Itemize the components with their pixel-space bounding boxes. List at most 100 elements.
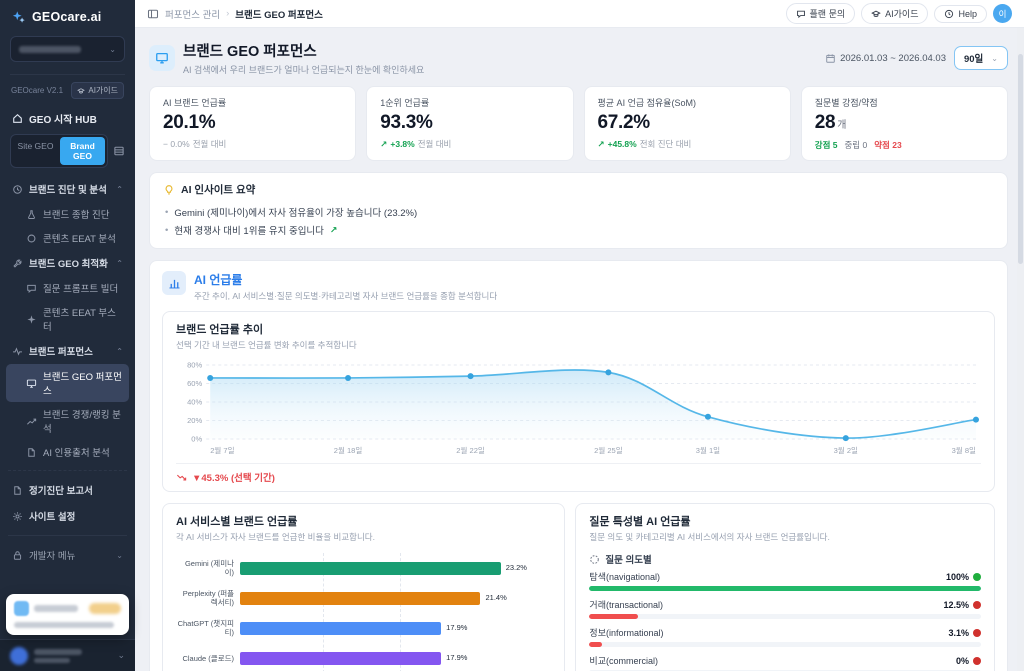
svg-text:0%: 0% <box>191 435 202 444</box>
document-icon <box>12 485 23 496</box>
service-bar-track: 17.9% <box>240 652 543 665</box>
sidebar-nav: 브랜드 진단 및 분석 ⌃ 브랜드 종합 진단 콘텐츠 EEAT 분석 브랜드 … <box>0 176 135 568</box>
breadcrumb: 퍼포먼스 관리 › 브랜드 GEO 퍼포먼스 <box>147 7 323 21</box>
sidebar-item-content-eeat-analysis[interactable]: 콘텐츠 EEAT 분석 <box>6 226 129 250</box>
svg-text:20%: 20% <box>187 416 202 425</box>
kpi-value: 28개 <box>815 112 994 134</box>
svg-text:3월 2일: 3월 2일 <box>834 445 858 455</box>
ring-icon <box>26 233 37 244</box>
svg-text:2월 7일: 2월 7일 <box>210 445 234 455</box>
kpi-value: 67.2% <box>598 112 777 134</box>
intent-row: 거래(transactional)12.5% <box>589 598 981 619</box>
svg-text:3월 1일: 3월 1일 <box>696 445 720 455</box>
trend-chart-subtitle: 선택 기간 내 브랜드 언급률 변화 추이를 추적합니다 <box>176 339 981 351</box>
svg-text:3월 8일: 3월 8일 <box>952 445 976 455</box>
nav-group-brand-geo-optimization[interactable]: 브랜드 GEO 최적화 ⌃ <box>6 250 129 276</box>
kpi-card-strength-weakness: 질문별 강점/약점 28개 강점 5 중립 0 약점 23 <box>801 86 1008 161</box>
intent-label: 탐색(navigational) <box>589 570 660 583</box>
intent-bar[interactable] <box>589 586 981 591</box>
trend-up-icon: ↗ <box>598 139 605 150</box>
breadcrumb-separator: › <box>226 8 229 19</box>
svg-text:40%: 40% <box>187 398 202 407</box>
topbar: 퍼포먼스 관리 › 브랜드 GEO 퍼포먼스 플랜 문의 AI가이드 Help … <box>135 0 1024 28</box>
sidebar-user-footer[interactable]: ⌄ <box>0 639 135 671</box>
service-bar-row: Claude (클로드)17.9% <box>176 643 551 671</box>
sidebar-ai-guide-button[interactable]: AI가이드 <box>71 82 124 99</box>
kpi-value: 93.3% <box>380 112 559 134</box>
service-bar[interactable] <box>240 592 480 605</box>
service-bar[interactable] <box>240 652 441 665</box>
service-panel-title: AI 서비스별 브랜드 언급률 <box>176 513 551 529</box>
service-bar[interactable] <box>240 622 441 635</box>
intent-label: 거래(transactional) <box>589 598 663 611</box>
svg-text:80%: 80% <box>187 361 202 370</box>
sidebar-item-question-prompt-builder[interactable]: 질문 프롬프트 빌더 <box>6 276 129 300</box>
page-subtitle: AI 검색에서 우리 브랜드가 얼마나 언급되는지 한눈에 확인하세요 <box>183 63 424 76</box>
status-dot <box>973 601 981 609</box>
chevron-icon: ⌄ <box>117 650 125 661</box>
breadcrumb-section[interactable]: 퍼포먼스 관리 <box>165 7 220 21</box>
kpi-delta: − 0.0% 전월 대비 <box>163 138 342 150</box>
bullet-icon: • <box>165 207 168 218</box>
panel-toggle-icon[interactable] <box>147 8 159 20</box>
plan-inquiry-button[interactable]: 플랜 문의 <box>786 3 856 24</box>
svg-text:2월 25일: 2월 25일 <box>594 445 623 455</box>
vertical-scrollbar[interactable] <box>1017 28 1024 671</box>
scrollbar-thumb[interactable] <box>1018 54 1023 264</box>
nav-group-brand-diagnosis[interactable]: 브랜드 진단 및 분석 ⌃ <box>6 176 129 202</box>
intent-bar[interactable] <box>589 614 638 619</box>
sidebar-item-content-eeat-booster[interactable]: 콘텐츠 EEAT 부스터 <box>6 300 129 338</box>
ai-guide-button[interactable]: AI가이드 <box>861 3 928 24</box>
kpi-value: 20.1% <box>163 112 342 134</box>
user-blurred-name <box>34 649 82 655</box>
kpi-badges: 강점 5 중립 0 약점 23 <box>815 139 994 151</box>
service-bar-track: 17.9% <box>240 622 543 635</box>
service-bar-row: Perplexity (퍼플렉서티)21.4% <box>176 583 551 613</box>
panel-list-icon[interactable] <box>113 145 125 157</box>
sidebar-item-brand-total-diagnosis[interactable]: 브랜드 종합 진단 <box>6 202 129 226</box>
intent-panel-title: 질문 특성별 AI 언급률 <box>589 513 981 529</box>
sidebar-item-ai-citation-source[interactable]: AI 인용출처 분석 <box>6 440 129 464</box>
intent-row: 탐색(navigational)100% <box>589 570 981 591</box>
site-selector-dropdown[interactable]: ⌄ <box>10 36 125 62</box>
help-button[interactable]: Help <box>934 5 987 23</box>
home-icon <box>12 113 23 124</box>
sidebar-item-developer-menu[interactable]: 개발자 메뉴 ⌄ <box>6 542 129 568</box>
sidebar-item-brand-competition-ranking[interactable]: 브랜드 경쟁/랭킹 분석 <box>6 402 129 440</box>
period-select[interactable]: 90일 ⌄ <box>954 46 1008 70</box>
sidebar-item-geo-start-hub[interactable]: GEO 시작 HUB <box>0 105 135 132</box>
service-bar-track: 21.4% <box>240 592 543 605</box>
date-range: 2026.01.03 ~ 2026.04.03 <box>825 53 946 64</box>
sidebar-popup-card[interactable] <box>6 594 129 635</box>
intent-label: 정보(informational) <box>589 626 663 639</box>
service-bar-label: ChatGPT (챗지피티) <box>176 619 240 637</box>
toggle-site-geo[interactable]: Site GEO <box>13 137 58 165</box>
service-bar-row: ChatGPT (챗지피티)17.9% <box>176 613 551 643</box>
lock-icon <box>12 550 23 561</box>
grad-cap-icon <box>871 9 881 19</box>
intent-row: 비교(commercial)0% <box>589 654 981 671</box>
trend-line-chart[interactable]: 0%20%40%60%80%2월 7일2월 18일2월 22일2월 25일3월 … <box>176 355 981 459</box>
chevron-up-icon: ⌃ <box>116 185 123 194</box>
intent-bar[interactable] <box>589 642 601 647</box>
trend-up-icon: ↗ <box>330 225 338 236</box>
chevron-down-icon: ⌄ <box>116 551 123 560</box>
intent-category-panel: 질문 특성별 AI 언급률 질문 의도 및 카테고리별 AI 서비스에서의 자사… <box>575 503 995 671</box>
toggle-brand-geo[interactable]: Brand GEO <box>60 137 105 165</box>
sidebar-item-site-settings[interactable]: 사이트 설정 <box>6 503 129 529</box>
divider <box>10 74 125 75</box>
divider <box>8 470 127 471</box>
intent-bar-track <box>589 642 981 647</box>
kpi-card-mention-rate: AI 브랜드 언급률 20.1% − 0.0% 전월 대비 <box>149 86 356 161</box>
user-avatar-button[interactable]: 이 <box>993 4 1012 23</box>
service-bar[interactable] <box>240 562 501 575</box>
service-bar-value: 23.2% <box>506 563 527 572</box>
nav-group-brand-performance[interactable]: 브랜드 퍼포먼스 ⌃ <box>6 338 129 364</box>
site-selector-blurred-value <box>19 46 81 53</box>
logo[interactable]: GEOcare.ai <box>0 0 135 32</box>
sidebar-item-periodic-report[interactable]: 정기진단 보고서 <box>6 477 129 503</box>
sidebar-item-brand-geo-performance[interactable]: 브랜드 GEO 퍼포먼스 <box>6 364 129 402</box>
chevron-up-icon: ⌃ <box>116 259 123 268</box>
trend-change-label: ▼45.3% (선택 기간) <box>192 470 275 484</box>
intent-label: 비교(commercial) <box>589 654 658 667</box>
